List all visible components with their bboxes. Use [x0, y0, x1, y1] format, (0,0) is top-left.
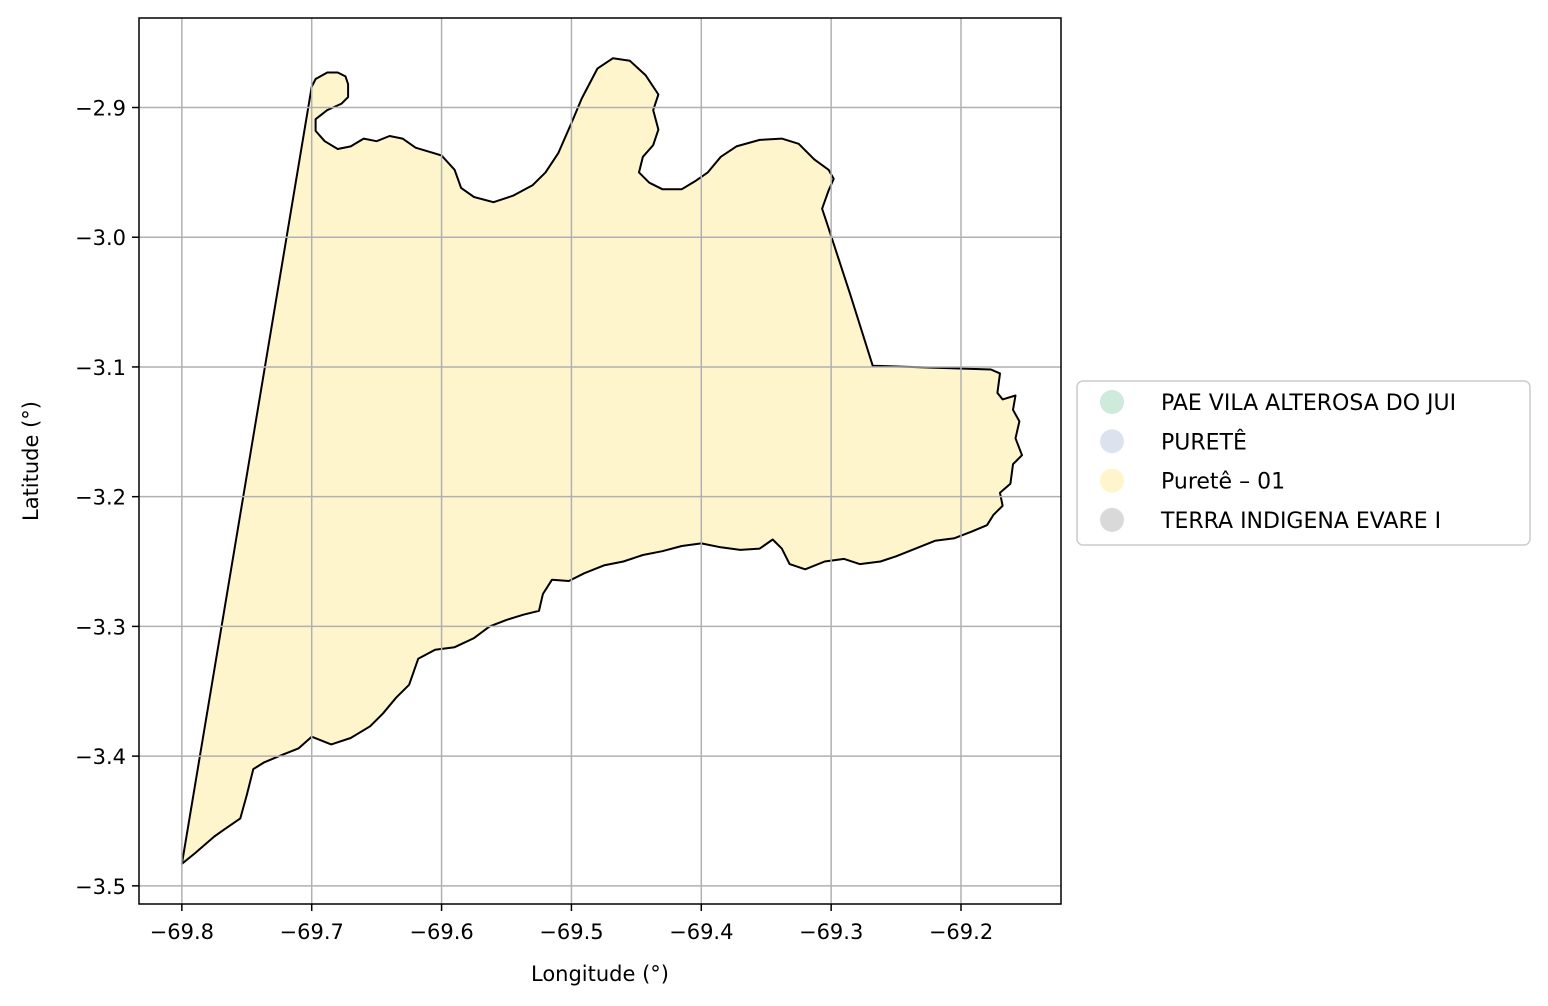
plot-area: [180, 57, 1023, 865]
x-tick-label: −69.5: [539, 920, 603, 944]
x-axis-ticks: −69.8 −69.7 −69.6 −69.5 −69.4 −69.3 −69.2: [150, 904, 993, 944]
y-tick-label: −2.9: [75, 97, 126, 121]
x-axis-label: Longitude (°): [531, 962, 669, 986]
legend-marker: [1100, 468, 1124, 493]
legend-label: TERRA INDIGENA EVARE I: [1160, 509, 1441, 534]
x-tick-label: −69.6: [409, 920, 473, 944]
legend-marker: [1100, 390, 1124, 414]
y-tick-label: −3.5: [75, 875, 126, 899]
y-axis-label: Latitude (°): [19, 401, 43, 521]
axes-frame: [138, 17, 1062, 905]
x-tick-label: −69.3: [799, 920, 863, 944]
grid-lines: [139, 18, 1061, 904]
legend-label: PAE VILA ALTEROSA DO JUI: [1161, 391, 1456, 416]
legend: PAE VILA ALTEROSA DO JUI PURETÊ Puretê – 0…: [1076, 380, 1531, 546]
x-tick-label: −69.4: [669, 920, 733, 944]
polygon-purete-01: [180, 57, 1023, 865]
x-tick-label: −69.8: [150, 920, 214, 944]
y-axis-ticks: −3.5 −3.4 −3.3 −3.2 −3.1 −3.0 −2.9: [75, 97, 139, 899]
legend-label: Puretê – 01: [1161, 470, 1285, 495]
legend-box: [1076, 380, 1531, 546]
legend-label: PURETÊ: [1161, 429, 1247, 455]
y-tick-label: −3.2: [75, 486, 126, 510]
y-tick-label: −3.1: [75, 356, 126, 380]
legend-marker: [1100, 429, 1124, 454]
y-tick-label: −3.4: [75, 745, 126, 769]
y-tick-label: −3.0: [75, 226, 126, 250]
x-tick-label: −69.7: [280, 920, 344, 944]
x-tick-label: −69.2: [929, 920, 993, 944]
y-tick-label: −3.3: [75, 615, 126, 639]
legend-marker: [1100, 507, 1124, 532]
